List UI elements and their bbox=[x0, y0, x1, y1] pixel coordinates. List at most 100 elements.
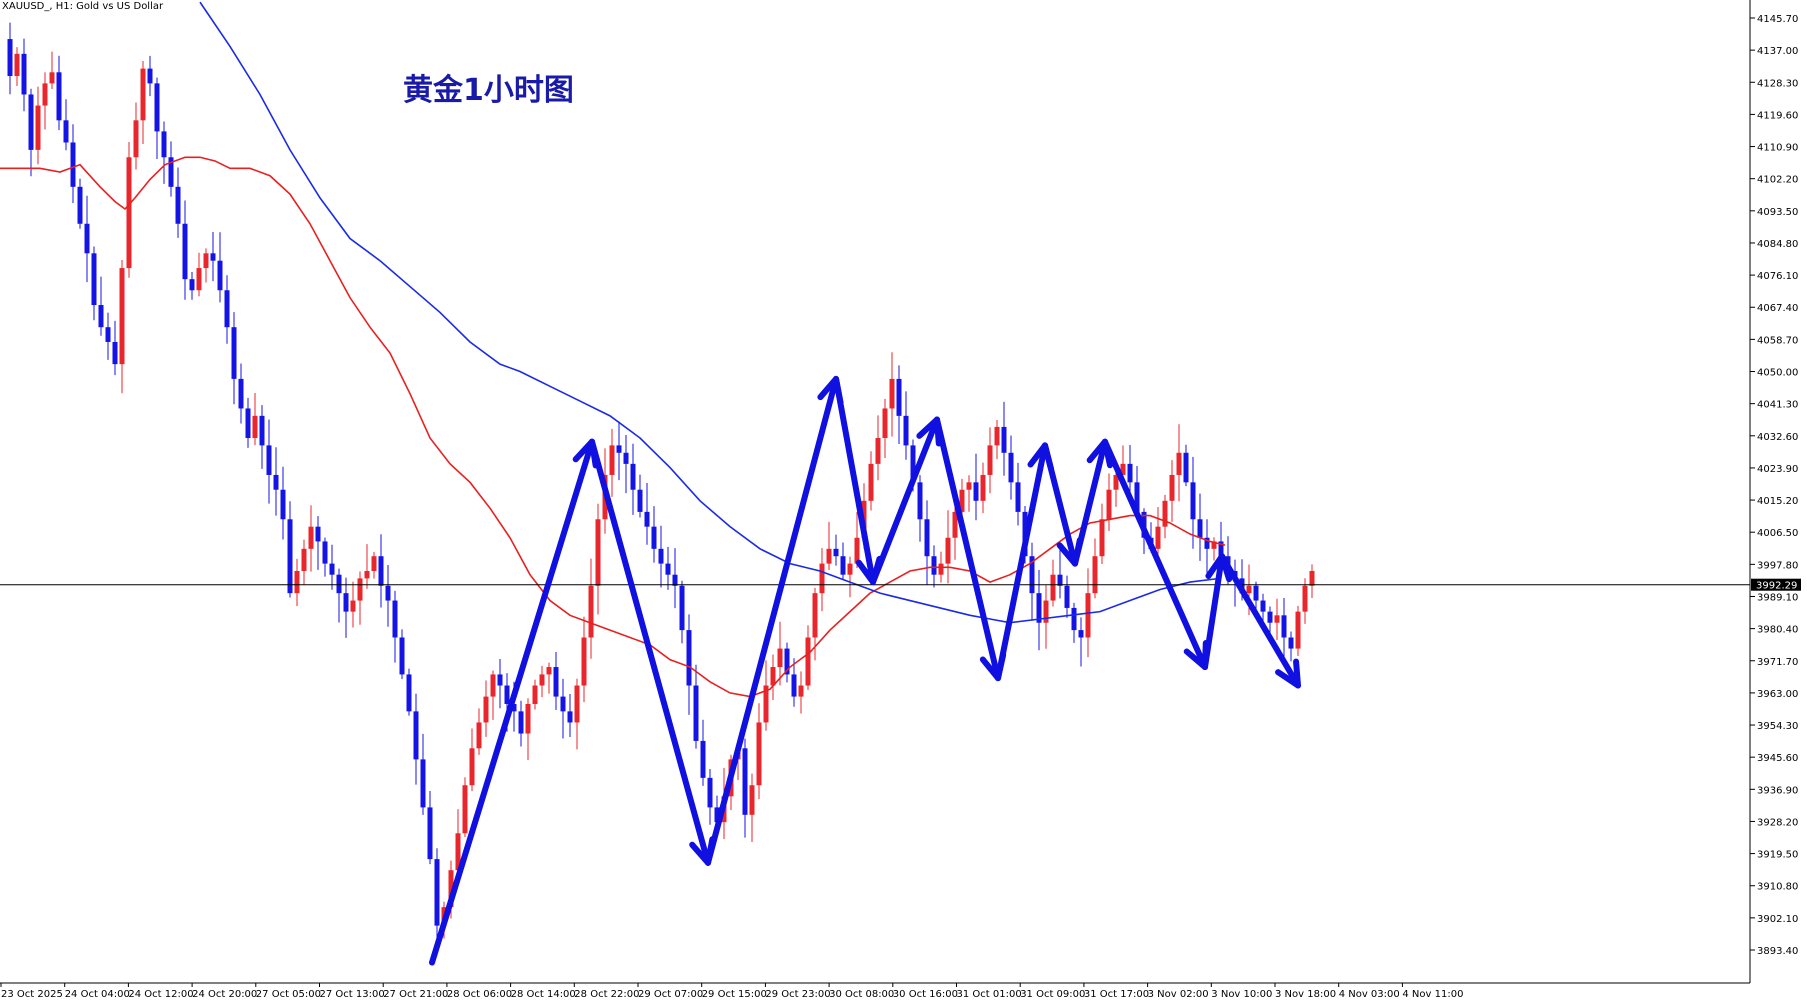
y-tick-label: 4119.60 bbox=[1757, 110, 1798, 121]
candle-body bbox=[588, 585, 594, 638]
candle-body bbox=[1029, 556, 1035, 594]
y-tick-label: 4084.80 bbox=[1757, 239, 1798, 250]
candle-body bbox=[175, 186, 181, 224]
candle-body bbox=[525, 703, 531, 734]
candle-body bbox=[847, 563, 853, 575]
x-tick-label: 31 Oct 01:00 bbox=[957, 989, 1022, 1000]
y-tick-label: 4032.60 bbox=[1757, 432, 1798, 443]
candle-body bbox=[1211, 541, 1217, 549]
candle-body bbox=[182, 223, 188, 280]
candle-body bbox=[945, 537, 951, 564]
zigzag-segment bbox=[1042, 442, 1078, 567]
plot-area bbox=[0, 0, 1750, 983]
candle-body bbox=[112, 341, 118, 365]
candle-body bbox=[21, 53, 27, 95]
candle-body bbox=[196, 268, 202, 291]
candle-body bbox=[623, 452, 629, 464]
candle-body bbox=[511, 703, 517, 712]
current-price-line: 3992.29 bbox=[0, 578, 1801, 592]
candle-body bbox=[476, 722, 482, 749]
candle-body bbox=[1015, 482, 1021, 512]
x-tick-label: 29 Oct 07:00 bbox=[638, 989, 703, 1000]
candle-body bbox=[1008, 452, 1014, 483]
candle-body bbox=[875, 438, 881, 464]
x-tick-label: 27 Oct 21:00 bbox=[383, 989, 448, 1000]
candle-body bbox=[651, 526, 657, 549]
candle-body bbox=[763, 685, 769, 723]
y-tick-label: 4041.30 bbox=[1757, 400, 1798, 411]
candle-body bbox=[798, 685, 804, 697]
y-tick-label: 4050.00 bbox=[1757, 368, 1798, 379]
zigzag-segment bbox=[589, 438, 711, 866]
y-tick-label: 4067.40 bbox=[1757, 303, 1798, 314]
candle-body bbox=[994, 426, 1000, 446]
candle-body bbox=[1183, 452, 1189, 483]
y-tick-label: 3954.30 bbox=[1757, 721, 1798, 732]
candle-body bbox=[455, 833, 461, 871]
zigzag-segment bbox=[1219, 553, 1301, 689]
candle-body bbox=[1190, 482, 1196, 520]
candle-body bbox=[189, 279, 195, 291]
zigzag-segment bbox=[833, 375, 876, 586]
y-tick-label: 3910.80 bbox=[1757, 882, 1798, 893]
candle-body bbox=[385, 585, 391, 601]
candle-body bbox=[77, 186, 83, 224]
zigzag-segment bbox=[1072, 438, 1108, 567]
candle-body bbox=[371, 556, 377, 571]
candle-body bbox=[987, 445, 993, 475]
candle-body bbox=[147, 68, 153, 84]
candle-body bbox=[1253, 585, 1259, 601]
x-tick-label: 4 Nov 03:00 bbox=[1339, 989, 1400, 1000]
y-tick-label: 3997.80 bbox=[1757, 560, 1798, 571]
candle-body bbox=[1078, 630, 1084, 638]
candle-body bbox=[700, 740, 706, 778]
candle-body bbox=[231, 327, 237, 379]
candle-body bbox=[1246, 585, 1252, 594]
y-tick-label: 4058.70 bbox=[1757, 335, 1798, 346]
candle-body bbox=[448, 870, 454, 908]
y-tick-label: 3963.00 bbox=[1757, 689, 1798, 700]
candle-body bbox=[1050, 574, 1056, 601]
candle-body bbox=[840, 556, 846, 575]
candle-body bbox=[266, 445, 272, 475]
candle-body bbox=[14, 53, 20, 76]
candle-body bbox=[7, 39, 13, 76]
candle-body bbox=[203, 253, 209, 269]
candle-body bbox=[924, 519, 930, 557]
candle-body bbox=[462, 785, 468, 834]
y-tick-label: 3936.90 bbox=[1757, 785, 1798, 796]
y-tick-label: 3928.20 bbox=[1757, 817, 1798, 828]
x-tick-label: 24 Oct 12:00 bbox=[128, 989, 193, 1000]
candle-body bbox=[343, 593, 349, 612]
x-tick-label: 27 Oct 05:00 bbox=[256, 989, 321, 1000]
candlestick-series bbox=[7, 22, 1315, 942]
zigzag-segment bbox=[1202, 553, 1225, 671]
x-tick-label: 28 Oct 22:00 bbox=[574, 989, 639, 1000]
candle-body bbox=[161, 131, 167, 158]
candle-body bbox=[252, 415, 258, 439]
candle-body bbox=[1036, 593, 1042, 623]
candle-body bbox=[826, 548, 832, 564]
candle-body bbox=[1176, 452, 1182, 475]
candle-body bbox=[483, 696, 489, 723]
candle-body bbox=[273, 474, 279, 490]
y-tick-label: 4006.50 bbox=[1757, 528, 1798, 539]
x-tick-label: 30 Oct 08:00 bbox=[829, 989, 894, 1000]
candle-body bbox=[707, 777, 713, 808]
candle-body bbox=[1071, 607, 1077, 631]
candle-body bbox=[84, 223, 90, 254]
candle-body bbox=[1302, 585, 1308, 612]
candle-body bbox=[63, 120, 69, 143]
candle-body bbox=[980, 474, 986, 501]
x-tick-label: 3 Nov 10:00 bbox=[1211, 989, 1272, 1000]
candle-body bbox=[413, 711, 419, 760]
candle-body bbox=[952, 511, 958, 538]
candle-body bbox=[770, 667, 776, 686]
candle-body bbox=[1197, 519, 1203, 538]
x-tick-label: 23 Oct 2025 bbox=[1, 989, 63, 1000]
candle-body bbox=[133, 120, 139, 158]
candle-body bbox=[882, 408, 888, 439]
candle-body bbox=[1295, 611, 1301, 649]
